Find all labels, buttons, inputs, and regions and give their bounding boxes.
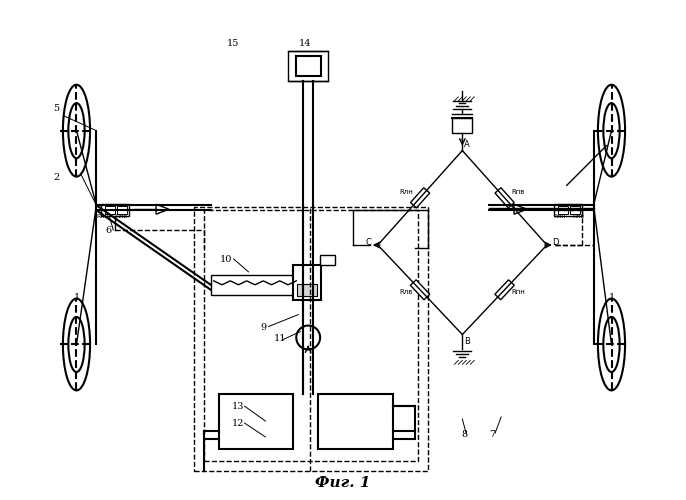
Bar bbox=[106, 206, 115, 214]
Text: 6: 6 bbox=[105, 226, 111, 235]
Text: 9: 9 bbox=[261, 322, 266, 332]
Text: D: D bbox=[552, 238, 559, 247]
Text: 12: 12 bbox=[231, 419, 244, 428]
Text: 5: 5 bbox=[54, 104, 60, 113]
Text: 14: 14 bbox=[299, 39, 311, 48]
Text: Rпн: Rпн bbox=[554, 214, 566, 219]
Text: 1: 1 bbox=[73, 292, 80, 302]
Bar bbox=[554, 204, 582, 216]
Polygon shape bbox=[410, 280, 430, 299]
Text: 10: 10 bbox=[220, 255, 232, 264]
Polygon shape bbox=[495, 280, 514, 299]
Text: 8: 8 bbox=[461, 430, 467, 439]
Text: A: A bbox=[464, 140, 470, 148]
Text: C: C bbox=[366, 238, 372, 247]
Bar bbox=[117, 206, 127, 214]
Text: Rлв: Rлв bbox=[399, 289, 413, 295]
Bar bbox=[288, 51, 328, 81]
Text: 13: 13 bbox=[231, 402, 244, 411]
Bar bbox=[558, 206, 568, 214]
Text: Rлв: Rлв bbox=[115, 214, 127, 219]
Text: Rпн: Rпн bbox=[512, 289, 525, 295]
Bar bbox=[219, 394, 294, 449]
Text: Rпв: Rпв bbox=[512, 189, 525, 195]
Polygon shape bbox=[495, 188, 514, 208]
Bar bbox=[452, 118, 472, 132]
Bar bbox=[320, 255, 335, 265]
Text: Rлн: Rлн bbox=[399, 189, 413, 195]
Polygon shape bbox=[156, 204, 169, 214]
Bar bbox=[296, 56, 321, 76]
Text: 1: 1 bbox=[608, 292, 615, 302]
Bar bbox=[318, 394, 392, 449]
Text: Фиг. 1: Фиг. 1 bbox=[316, 476, 370, 490]
Bar bbox=[570, 206, 580, 214]
Text: 2: 2 bbox=[54, 174, 60, 182]
Bar bbox=[102, 204, 129, 216]
Polygon shape bbox=[514, 204, 527, 214]
Bar bbox=[194, 207, 427, 471]
Text: B: B bbox=[464, 338, 470, 346]
Text: 15: 15 bbox=[226, 39, 239, 48]
Circle shape bbox=[296, 326, 320, 349]
Text: Rлн: Rлн bbox=[96, 214, 108, 219]
Text: 11: 11 bbox=[274, 334, 287, 344]
Text: Rпв: Rпв bbox=[573, 214, 584, 219]
Bar bbox=[297, 284, 317, 296]
Polygon shape bbox=[410, 188, 429, 208]
Text: 7: 7 bbox=[489, 430, 495, 439]
Bar bbox=[211, 275, 300, 294]
Bar bbox=[294, 265, 321, 300]
Bar bbox=[204, 210, 418, 461]
